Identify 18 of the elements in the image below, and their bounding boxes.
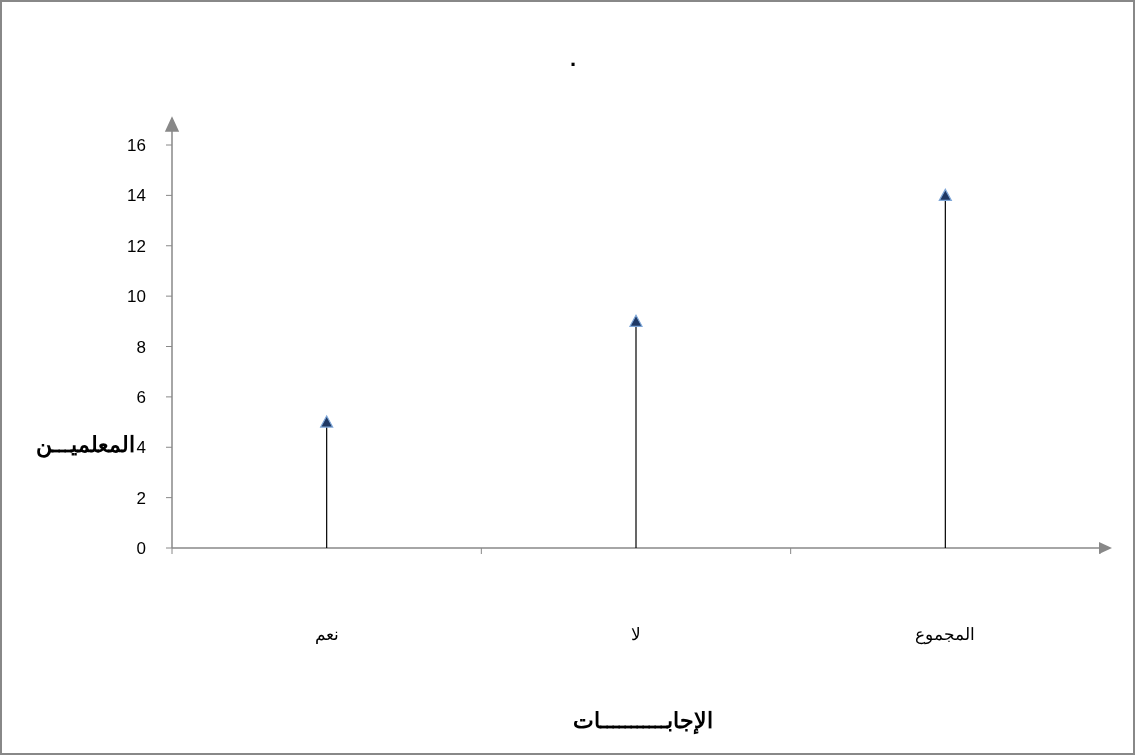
y-tick-label: 10 (127, 287, 146, 307)
y-axis-title: المعلميـــن (36, 432, 135, 458)
y-tick-label: 2 (136, 488, 146, 508)
y-tick-label: 4 (136, 438, 146, 458)
point (320, 415, 334, 428)
x-axis-title: الإجابـــــــــــات (573, 708, 713, 735)
x-tick-label: نعم (314, 625, 339, 645)
y-tick-label: 16 (127, 136, 146, 155)
chart-title: . (569, 46, 577, 71)
y-tick-label: 14 (127, 186, 146, 206)
point (629, 314, 643, 327)
point (938, 188, 952, 201)
x-tick-label: لا (631, 625, 641, 644)
y-tick-label: 8 (136, 337, 146, 357)
y-tick-label: 0 (136, 539, 146, 558)
y-tick-label: 6 (136, 387, 146, 407)
y-tick-label: 12 (127, 236, 146, 256)
x-tick-label: المجموع (915, 625, 976, 645)
